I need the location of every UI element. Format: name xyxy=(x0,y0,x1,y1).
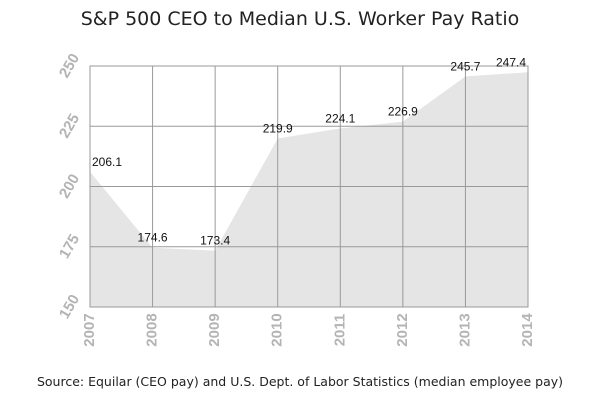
x-tick-label: 2009 xyxy=(206,313,223,346)
data-label: 226.9 xyxy=(388,105,418,119)
chart-title: S&P 500 CEO to Median U.S. Worker Pay Ra… xyxy=(80,8,520,30)
x-tick-label: 2014 xyxy=(519,313,536,347)
data-label: 206.1 xyxy=(92,155,122,169)
data-label: 224.1 xyxy=(325,111,355,125)
data-label: 173.4 xyxy=(200,234,230,248)
x-tick-label: 2007 xyxy=(81,313,98,346)
data-label: 245.7 xyxy=(450,59,480,73)
data-label: 247.4 xyxy=(496,55,526,69)
y-tick-label: 150 xyxy=(56,292,83,322)
x-tick-label: 2011 xyxy=(331,314,348,347)
data-label: 219.9 xyxy=(263,122,293,136)
x-tick-label: 2013 xyxy=(456,313,473,346)
data-label: 174.6 xyxy=(138,231,168,245)
y-tick-label: 200 xyxy=(56,171,83,201)
x-tick-label: 2010 xyxy=(269,313,286,346)
chart-source-note: Source: Equilar (CEO pay) and U.S. Dept.… xyxy=(36,374,564,389)
plot-frame xyxy=(89,65,529,308)
x-tick-label: 2012 xyxy=(394,313,411,346)
y-tick-label: 250 xyxy=(56,51,83,81)
y-tick-label: 175 xyxy=(56,231,83,261)
y-tick-label: 225 xyxy=(56,111,83,141)
x-tick-label: 2008 xyxy=(144,313,161,346)
area-series-fill xyxy=(90,72,528,308)
